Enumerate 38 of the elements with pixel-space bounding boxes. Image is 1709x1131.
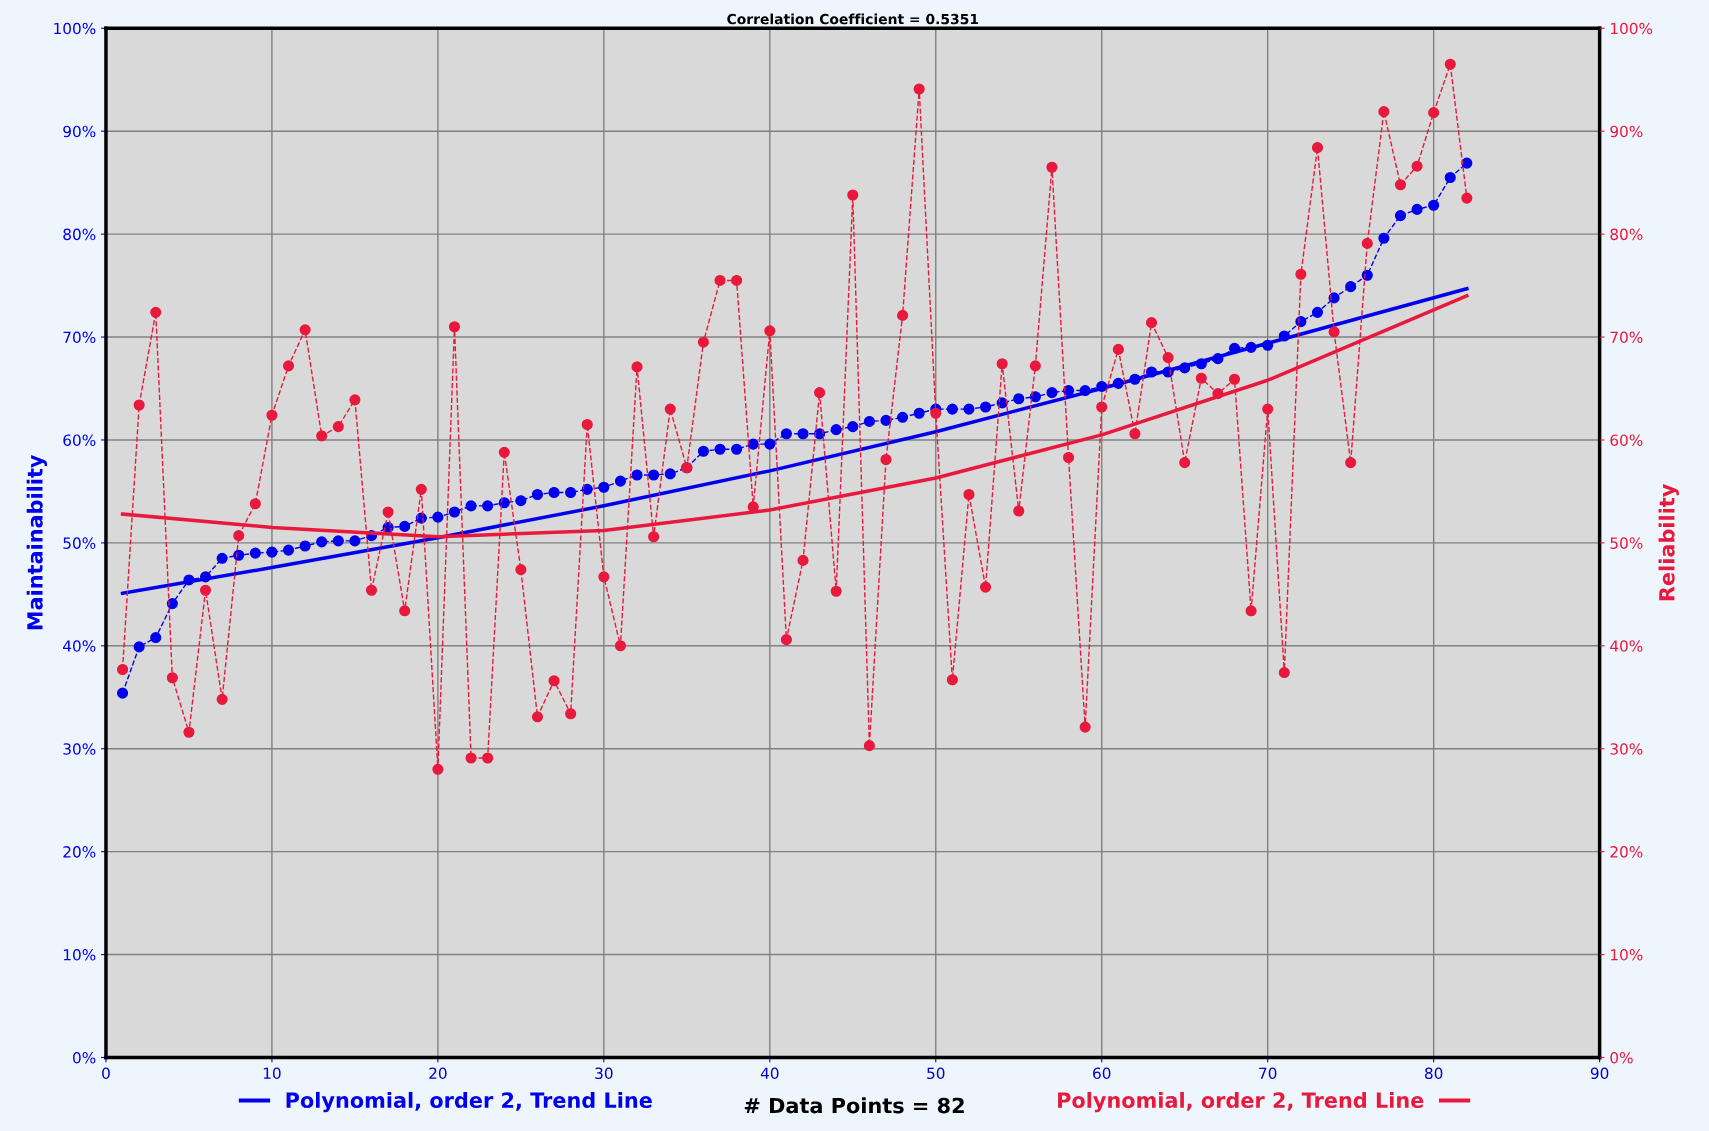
y2-tick-label: 80%: [1610, 228, 1643, 241]
x-tick-label: 70: [1259, 1067, 1277, 1080]
y-tick-label: 40%: [63, 640, 96, 652]
y2-tick-label: 90%: [1610, 125, 1643, 138]
x-tick-label: 40: [760, 1067, 779, 1080]
y-tick-label: 60%: [63, 434, 96, 446]
y2-tick-label: 30%: [1610, 743, 1643, 755]
x-tick-label: 60: [1093, 1067, 1111, 1080]
y-tick-label: 100%: [54, 22, 96, 35]
x-tick-label: 50: [927, 1067, 945, 1080]
y2-tick-label: 0%: [1610, 1051, 1633, 1064]
text: Polynomial, order 2, Trend Line: [1058, 1091, 1424, 1113]
y2-tick-label: 100%: [1611, 22, 1653, 35]
x-tick-label: 90: [1590, 1067, 1609, 1080]
y2-tick-label: 10%: [1611, 949, 1643, 961]
x-tick-label: 30: [595, 1067, 613, 1080]
text: # Data Points = 82: [744, 1097, 964, 1114]
x-tick-label: 80: [1424, 1067, 1443, 1080]
y-tick-label: 0%: [73, 1051, 96, 1064]
legend-label: Polynomial, order 2, Trend Line: [286, 1091, 652, 1113]
y2-tick-label: 70%: [1610, 331, 1643, 344]
y-tick-label: 50%: [63, 537, 96, 549]
y2-tick-label: 40%: [1610, 640, 1643, 652]
y-tick-label: 10%: [63, 949, 96, 961]
y-axis-title: Maintainability: [26, 454, 47, 630]
y-tick-label: 20%: [63, 846, 96, 858]
chart-title: Correlation Coefficient = 0.5351: [727, 13, 979, 25]
y-tick-label: 80%: [63, 228, 96, 241]
y-tick-label: 70%: [63, 331, 96, 344]
y2-tick-label: 60%: [1610, 434, 1643, 446]
y-tick-label: 90%: [63, 125, 96, 138]
y-tick-label: 30%: [63, 743, 96, 755]
x-tick-label: 0: [102, 1067, 110, 1080]
x-tick-label: 10: [263, 1067, 281, 1080]
x-tick-label: 20: [429, 1067, 447, 1080]
y2-axis-title: Reliability: [1658, 484, 1679, 601]
y2-tick-label: 50%: [1610, 537, 1643, 549]
y2-tick-label: 20%: [1610, 846, 1643, 858]
